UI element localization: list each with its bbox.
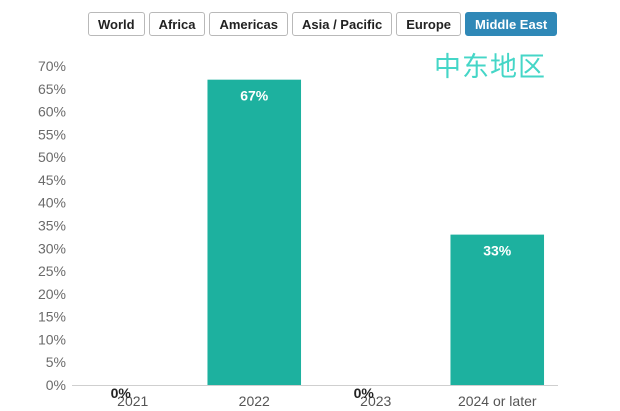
y-tick-label: 15% xyxy=(38,309,66,325)
y-tick-label: 55% xyxy=(38,126,66,142)
y-tick-label: 5% xyxy=(46,354,66,370)
tab-world[interactable]: World xyxy=(88,12,145,36)
bar xyxy=(207,79,302,386)
region-tabs: World Africa Americas Asia / Pacific Eur… xyxy=(88,12,558,36)
bar xyxy=(450,234,545,385)
y-tick-label: 25% xyxy=(38,263,66,279)
data-label: 67% xyxy=(240,88,269,104)
region-overlay-label: 中东地区 xyxy=(434,52,546,83)
y-tick-label: 35% xyxy=(38,218,66,234)
data-label: 0% xyxy=(111,385,132,401)
data-label: 33% xyxy=(483,243,512,259)
y-tick-label: 20% xyxy=(38,286,66,302)
y-tick-label: 70% xyxy=(38,58,66,74)
x-tick-label: 2022 xyxy=(239,393,270,409)
y-tick-label: 50% xyxy=(38,149,66,165)
x-tick-label: 2024 or later xyxy=(458,393,537,409)
y-tick-label: 65% xyxy=(38,81,66,97)
x-tick-label: 2021 xyxy=(117,393,148,409)
y-tick-label: 0% xyxy=(46,377,66,393)
y-tick-label: 40% xyxy=(38,195,66,211)
y-tick-label: 60% xyxy=(38,104,66,120)
tab-europe[interactable]: Europe xyxy=(396,12,462,36)
tab-africa[interactable]: Africa xyxy=(148,12,206,36)
x-tick-label: 2023 xyxy=(360,393,391,409)
data-label: 0% xyxy=(354,385,375,401)
y-tick-label: 30% xyxy=(38,240,66,256)
y-tick-label: 10% xyxy=(38,331,66,347)
tab-middle-east[interactable]: Middle East xyxy=(465,12,558,36)
tab-americas[interactable]: Americas xyxy=(209,12,288,36)
tab-asia-pacific[interactable]: Asia / Pacific xyxy=(292,12,393,36)
y-tick-label: 45% xyxy=(38,172,66,188)
